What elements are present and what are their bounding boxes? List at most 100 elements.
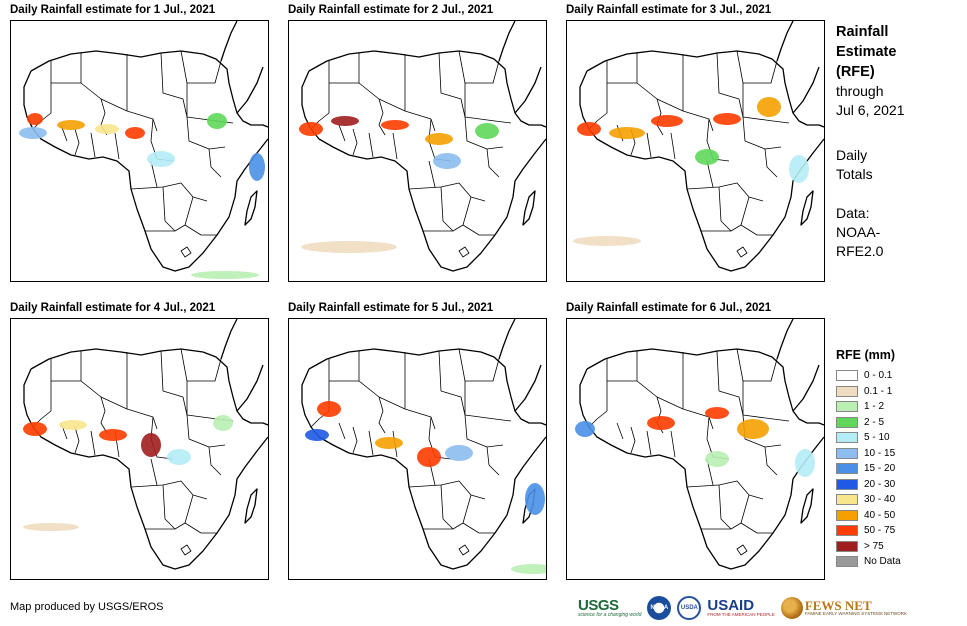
fews-net-tagline: FAMINE EARLY WARNING SYSTEMS NETWORK — [804, 611, 907, 617]
map-title: Daily Rainfall estimate for 4 Jul., 2021 — [10, 302, 216, 314]
map-day-6: Daily Rainfall estimate for 6 Jul., 2021 — [566, 302, 825, 599]
legend-item: 2 - 5 — [836, 415, 961, 431]
legend-items: 0 - 0.1 0.1 - 1 1 - 2 2 - 5 5 - 10 10 - … — [836, 368, 961, 570]
rainfall-west-coast — [305, 429, 329, 441]
legend-swatch — [836, 370, 858, 382]
product-title-line: Estimate — [836, 44, 897, 60]
rainfall-central-africa — [433, 153, 461, 169]
usgs-tagline: science for a changing world — [578, 612, 642, 618]
rainfall-nigeria — [425, 133, 453, 145]
product-title-line: (RFE) — [836, 64, 875, 80]
map-frame — [10, 20, 269, 282]
fews-net-text: FEWS NET FAMINE EARLY WARNING SYSTEMS NE… — [805, 599, 907, 617]
rainfall-nigeria — [647, 416, 675, 430]
rainfall-west-coast — [575, 421, 595, 437]
legend-label: 40 - 50 — [864, 509, 896, 521]
rainfall-sahel-central — [381, 120, 409, 130]
rainfall-sahel-west — [59, 420, 87, 430]
legend-item: 0 - 0.1 — [836, 368, 961, 384]
legend-swatch — [836, 478, 858, 490]
rainfall-central-africa — [167, 449, 191, 465]
usgs-wordmark: USGS — [578, 597, 619, 614]
legend-item: No Data — [836, 554, 961, 570]
map-day-2: Daily Rainfall estimate for 2 Jul., 2021 — [288, 4, 547, 301]
legend-label: 1 - 2 — [864, 401, 885, 413]
data-source-line: Data: — [836, 205, 870, 221]
period-text: through Jul 6, 2021 — [836, 82, 961, 120]
rfe-legend: RFE (mm) 0 - 0.1 0.1 - 1 1 - 2 2 - 5 5 -… — [836, 348, 961, 570]
legend-item: 1 - 2 — [836, 399, 961, 415]
totals-line: Totals — [836, 166, 873, 182]
rainfall-ethiopia — [207, 113, 227, 129]
rainfall-map — [23, 319, 268, 579]
period-line: through — [836, 83, 884, 99]
map-title: Daily Rainfall estimate for 2 Jul., 2021 — [288, 4, 494, 16]
rainfall-ethiopia — [475, 123, 499, 139]
legend-swatch — [836, 401, 858, 413]
rainfall-east-ocean — [249, 153, 265, 181]
legend-label: 50 - 75 — [864, 525, 896, 537]
legend-label: 20 - 30 — [864, 478, 896, 490]
legend-swatch — [836, 416, 858, 428]
usda-logo: USDA — [677, 596, 702, 620]
map-title: Daily Rainfall estimate for 1 Jul., 2021 — [10, 4, 216, 16]
product-title: Rainfall Estimate (RFE) — [836, 22, 961, 82]
legend-label: 5 - 10 — [864, 432, 890, 444]
noaa-logo: NOAA — [647, 596, 672, 620]
rainfall-west-coast — [23, 422, 47, 436]
rainfall-overlay — [305, 401, 546, 574]
legend-swatch — [836, 540, 858, 552]
period-line: Jul 6, 2021 — [836, 102, 905, 118]
rainfall-overlay — [23, 415, 233, 531]
legend-label: 0.1 - 1 — [864, 385, 893, 397]
rainfall-central-africa — [147, 151, 175, 167]
map-frame — [566, 20, 825, 282]
map-title: Daily Rainfall estimate for 3 Jul., 2021 — [566, 4, 772, 16]
country-boundaries — [24, 21, 268, 271]
legend-swatch — [836, 525, 858, 537]
agency-logos: USGS science for a changing world NOAA U… — [578, 594, 907, 622]
map-frame — [566, 318, 825, 580]
product-title-line: Rainfall — [836, 24, 889, 40]
country-boundaries — [580, 21, 824, 271]
legend-title: RFE (mm) — [836, 348, 896, 362]
usaid-tagline: FROM THE AMERICAN PEOPLE — [707, 612, 775, 618]
rainfall-west-coast — [299, 122, 323, 136]
description-panel: Rainfall Estimate (RFE) through Jul 6, 2… — [836, 22, 961, 261]
spacer — [836, 184, 961, 204]
legend-label: 2 - 5 — [864, 416, 885, 428]
legend-item: 30 - 40 — [836, 492, 961, 508]
data-source-text: Data: NOAA- RFE2.0 — [836, 204, 961, 261]
rainfall-map — [299, 21, 546, 281]
legend-item: 0.1 - 1 — [836, 384, 961, 400]
legend-item: 20 - 30 — [836, 477, 961, 493]
legend-swatch — [836, 509, 858, 521]
rainfall-cameroon — [417, 447, 441, 467]
map-frame — [288, 318, 547, 580]
rainfall-sahel-central — [651, 115, 683, 127]
rainfall-central-africa — [445, 445, 473, 461]
rainfall-ethiopia — [737, 419, 769, 439]
rainfall-sahel-central — [95, 124, 119, 134]
data-source-line: RFE2.0 — [836, 243, 884, 259]
fews-net-logo: FEWS NET FAMINE EARLY WARNING SYSTEMS NE… — [780, 597, 907, 619]
legend-label: 10 - 15 — [864, 447, 896, 459]
rainfall-sudan — [713, 113, 741, 125]
country-boundaries — [302, 21, 546, 271]
rainfall-east-ocean — [789, 155, 809, 183]
legend-label: > 75 — [864, 540, 884, 552]
usgs-logo: USGS science for a changing world — [578, 598, 641, 618]
rainfall-sudan — [705, 407, 729, 419]
rainfall-overlay — [299, 116, 499, 253]
map-day-5: Daily Rainfall estimate for 5 Jul., 2021 — [288, 302, 547, 599]
legend-swatch — [836, 385, 858, 397]
rainfall-mali — [317, 401, 341, 417]
rainfall-overlay — [19, 113, 265, 279]
rainfall-map — [19, 21, 268, 279]
rainfall-overlay — [573, 97, 809, 246]
rainfall-overlay — [575, 407, 815, 477]
legend-item: 40 - 50 — [836, 508, 961, 524]
rainfall-map — [575, 319, 824, 579]
rainfall-south-ocean — [191, 271, 259, 279]
map-day-1: Daily Rainfall estimate for 1 Jul., 2021 — [10, 4, 269, 301]
